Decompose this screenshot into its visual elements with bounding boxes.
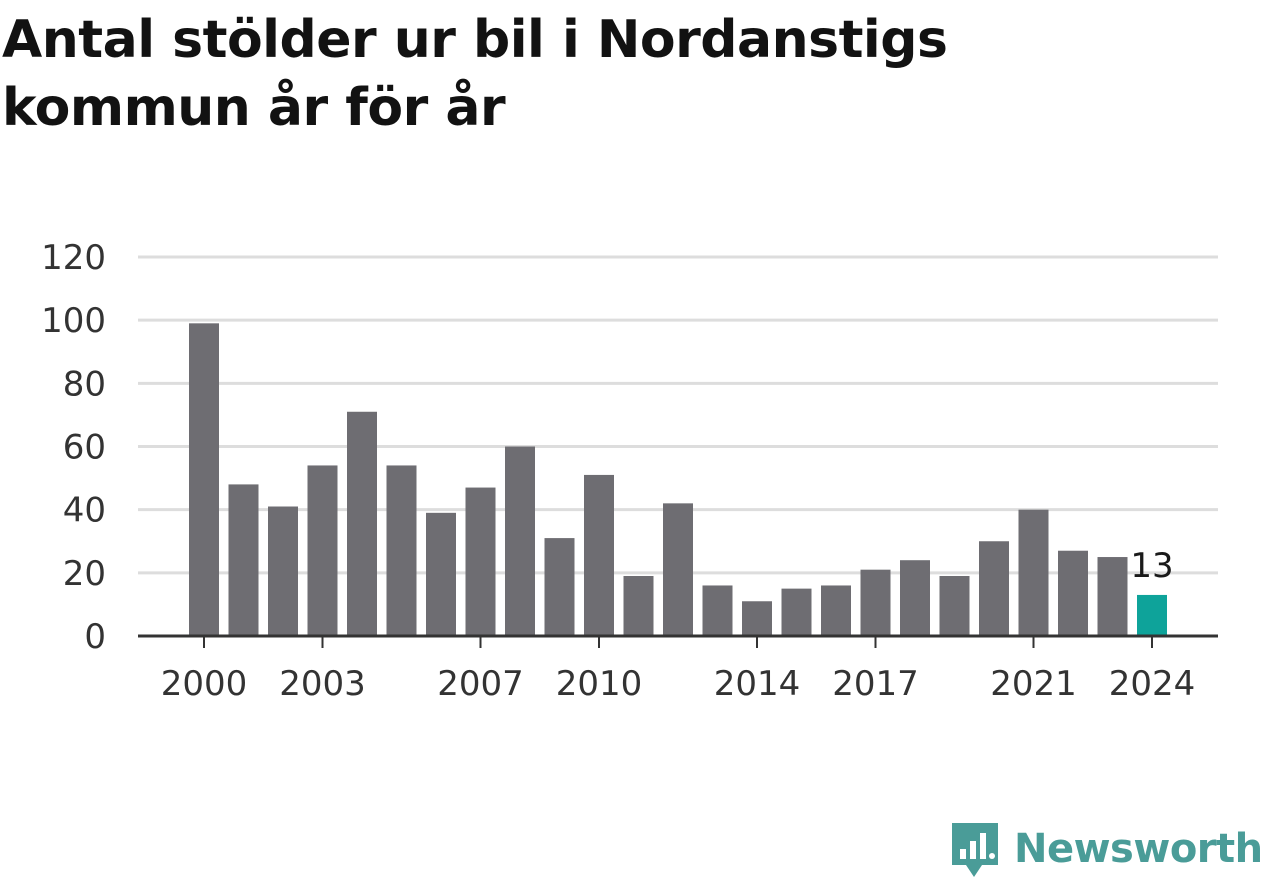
bar-2020 [979, 541, 1009, 636]
bar-2011 [623, 575, 654, 636]
bar-2017 [860, 569, 891, 636]
bar-2024 [1137, 594, 1167, 636]
x-tick-label: 2010 [556, 664, 643, 704]
bar-2021 [1018, 509, 1049, 636]
x-tick-label: 2000 [161, 664, 248, 704]
x-tick-label: 2003 [279, 664, 366, 704]
bar-2007 [465, 487, 496, 636]
bar-2010 [584, 474, 614, 636]
x-tick-label: 2014 [714, 664, 801, 704]
bar-2015 [781, 588, 812, 636]
y-axis-labels: 0 20 40 60 80 100 120 [41, 238, 106, 657]
bar-2018 [900, 560, 930, 636]
bar-2006 [426, 512, 456, 636]
bar-2023 [1097, 557, 1128, 636]
bar-2014 [742, 601, 772, 636]
bar-2019 [939, 575, 970, 636]
x-axis [138, 634, 1218, 648]
bar-2003 [307, 465, 338, 636]
y-tick-label: 120 [41, 238, 106, 278]
bar-2000 [189, 323, 219, 636]
y-tick-label: 0 [84, 617, 106, 657]
bar-2002 [268, 506, 298, 636]
y-tick-label: 60 [63, 428, 106, 468]
data-label-2024: 13 [1130, 546, 1173, 586]
bar-2022 [1058, 550, 1088, 636]
data-labels: 13 [1130, 546, 1173, 586]
chart-title: Antal stölder ur bil i Nordanstigs kommu… [2, 10, 948, 138]
y-tick-label: 80 [63, 364, 106, 404]
x-tick-label: 2007 [437, 664, 524, 704]
bar-2013 [702, 585, 733, 636]
y-tick-label: 20 [63, 554, 106, 594]
bar-2016 [821, 585, 851, 636]
x-tick-label: 2017 [832, 664, 919, 704]
newsworthy-logo-icon [952, 823, 998, 877]
bar-2004 [347, 411, 377, 636]
x-tick-label: 2024 [1109, 664, 1196, 704]
bar-2012 [663, 503, 693, 636]
bar-2001 [228, 484, 259, 636]
newsworthy-brand: Newsworthy [950, 818, 1262, 880]
y-tick-label: 100 [41, 301, 106, 341]
bar-2005 [386, 465, 417, 636]
bars [189, 323, 1167, 636]
bar-2009 [544, 538, 575, 636]
y-tick-label: 40 [63, 491, 106, 531]
brand-name: Newsworthy [1014, 826, 1262, 872]
x-axis-labels: 2000 2003 2007 2010 2014 2017 2021 2024 [161, 664, 1196, 704]
bar-2008 [505, 446, 535, 636]
x-tick-label: 2021 [990, 664, 1077, 704]
